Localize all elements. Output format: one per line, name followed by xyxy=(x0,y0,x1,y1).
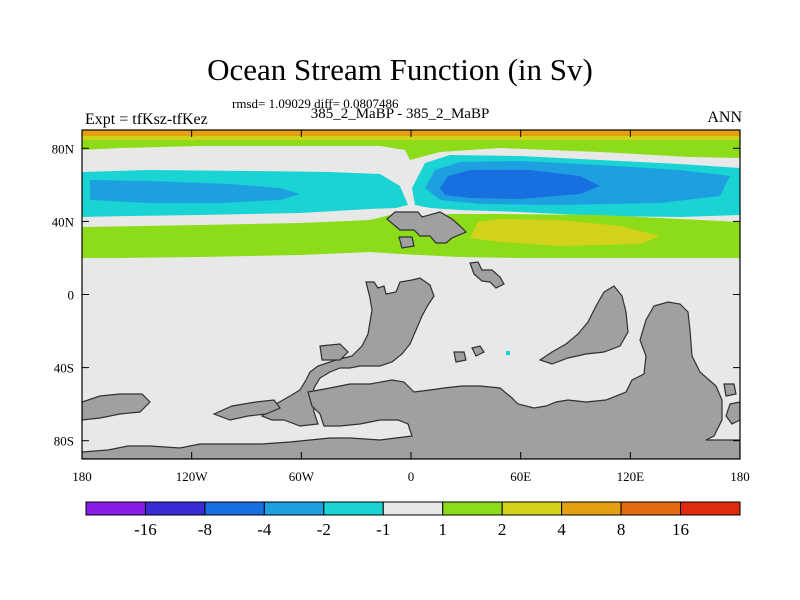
land-southern-landmass xyxy=(82,301,740,459)
land-southwest-continent xyxy=(260,277,435,427)
y-tick-label: 80N xyxy=(52,141,75,156)
chart-subtitle: 385_2_MaBP - 385_2_MaBP xyxy=(310,106,490,122)
colorbar-swatch xyxy=(263,501,325,516)
colorbar xyxy=(85,501,741,516)
land-southwest-bay xyxy=(212,399,281,421)
point-cyan-patch xyxy=(506,351,510,355)
land-southwest-strip xyxy=(82,393,151,421)
pacific-dark-blue-core xyxy=(440,170,600,199)
land-east-islet-c xyxy=(725,401,740,425)
colorbar-swatch xyxy=(144,501,206,516)
land-masses xyxy=(82,211,740,459)
y-tick-label: 40S xyxy=(54,361,74,376)
land-north-islet xyxy=(398,236,415,249)
land-east-islet-b xyxy=(723,383,737,397)
land-south-islet-a xyxy=(471,345,485,357)
colorbar-label: 2 xyxy=(498,520,507,539)
colorbar-swatch xyxy=(442,501,503,516)
tick-marks xyxy=(81,130,741,459)
colorbar-label: -1 xyxy=(376,520,390,539)
x-tick-label: 180 xyxy=(730,469,750,484)
x-tick-label: 180 xyxy=(72,469,92,484)
colorbar-swatch xyxy=(620,501,682,516)
land-east-islet xyxy=(469,261,505,289)
colorbar-label: -4 xyxy=(257,520,272,539)
colorbar-swatch xyxy=(561,501,622,516)
stats-text: rmsd= 1.09029 diff= 0.0807486 xyxy=(232,96,399,111)
colorbar-label: 4 xyxy=(557,520,566,539)
colorbar-label: 16 xyxy=(672,520,689,539)
colorbar-swatch xyxy=(85,501,146,516)
colorbar-swatch xyxy=(323,501,384,516)
tick-labels: 180 120W 60W 0 60E 120E 180 80N 40N 0 40S 80S xyxy=(52,141,750,484)
colorbar-label: -8 xyxy=(198,520,212,539)
land-west-islet-a xyxy=(319,343,349,361)
y-tick-label: 0 xyxy=(68,288,75,303)
colorbar-label: 8 xyxy=(617,520,626,539)
colorbar-swatch xyxy=(680,501,741,516)
x-tick-label: 120E xyxy=(617,469,645,484)
colorbar-swatch xyxy=(501,501,563,516)
x-tick-label: 0 xyxy=(408,469,415,484)
chart-title: Ocean Stream Function (in Sv) xyxy=(207,52,593,87)
colorbar-labels: -16 -8 -4 -2 -1 1 2 4 8 16 xyxy=(134,520,689,539)
experiment-label: Expt = tfKsz-tfKez xyxy=(85,111,208,128)
colorbar-label: -2 xyxy=(317,520,331,539)
arctic-yellow-band xyxy=(82,136,740,141)
land-north-block xyxy=(386,211,468,244)
season-label: ANN xyxy=(707,109,742,126)
colorbar-label: -16 xyxy=(134,520,157,539)
x-tick-label: 60E xyxy=(510,469,531,484)
land-eastern-peninsula xyxy=(538,285,629,365)
colorbar-swatch xyxy=(204,501,265,516)
colorbar-label: 1 xyxy=(438,520,447,539)
atlantic-blue-cell xyxy=(90,180,300,203)
x-tick-label: 60W xyxy=(289,469,315,484)
x-tick-label: 120W xyxy=(176,469,209,484)
y-tick-label: 80S xyxy=(54,434,74,449)
land-west-islet-b xyxy=(453,351,467,363)
colorbar-swatch xyxy=(382,501,444,516)
midlat-yellow-cell xyxy=(470,219,660,246)
plot-area xyxy=(82,130,740,459)
north-green-band xyxy=(82,140,740,160)
y-tick-label: 40N xyxy=(52,214,75,229)
